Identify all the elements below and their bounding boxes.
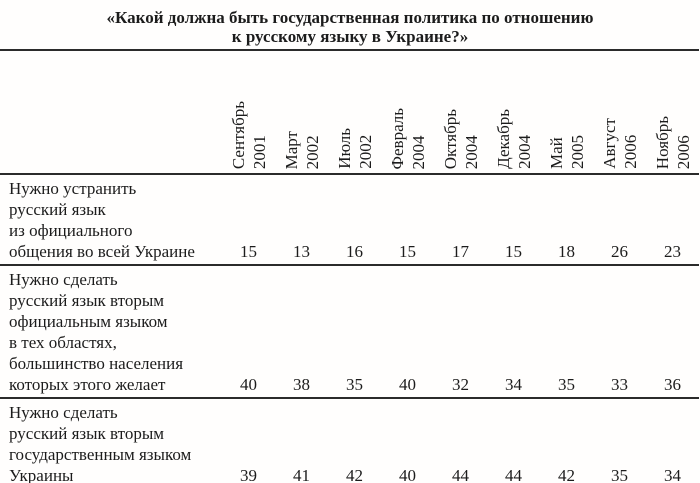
table-title: «Какой должна быть государственная полит… — [0, 0, 700, 46]
table-title-line-1: «Какой должна быть государственная полит… — [106, 8, 594, 27]
column-header-date: Сентябрь 2001 — [228, 101, 270, 169]
row-label-line: русский язык — [9, 200, 106, 219]
column-header-year: 2005 — [567, 135, 587, 169]
value-cell: 15 — [240, 242, 257, 261]
value-cell: 33 — [611, 375, 628, 394]
column-header-month: Ноябрь — [652, 115, 672, 169]
row-label-line: из официального — [9, 221, 133, 240]
value-cell: 18 — [558, 242, 575, 261]
column-header-month: Август — [599, 118, 619, 169]
column-header-month: Октябрь — [440, 108, 460, 169]
column-header-year: 2004 — [514, 135, 534, 169]
column-header: Ноябрь 2006 — [646, 49, 699, 175]
value-cell: 17 — [452, 242, 469, 261]
table-row: Нужно устранить русский язык из официаль… — [0, 174, 699, 265]
column-header: Август 2006 — [593, 49, 646, 175]
row-label-line: общения во всей Украине — [9, 242, 195, 261]
value-cell: 40 — [399, 466, 416, 483]
row-label-line: Нужно сделать — [9, 270, 118, 289]
value-cell: 15 — [505, 242, 522, 261]
value-cell: 41 — [293, 466, 310, 483]
column-header-date: Февраль 2004 — [387, 108, 429, 169]
row-label: Нужно сделать русский язык вторым госуда… — [0, 398, 222, 483]
header-row: Сентябрь 2001 Март 2002 Июль 2002 — [0, 49, 699, 175]
column-header-year: 2001 — [249, 135, 269, 169]
column-header-date: Март 2002 — [281, 131, 323, 169]
value-cell: 34 — [505, 375, 522, 394]
header-empty-cell — [0, 49, 222, 175]
column-header-month: Февраль — [387, 107, 407, 169]
row-label-line: в тех областях, — [9, 333, 117, 352]
row-label-line: которых этого желает — [9, 375, 166, 394]
value-cell: 42 — [346, 466, 363, 483]
value-cell: 35 — [346, 375, 363, 394]
value-cell: 16 — [346, 242, 363, 261]
column-header-year: 2004 — [461, 135, 481, 169]
column-header-year: 2006 — [673, 135, 693, 169]
column-header-year: 2004 — [408, 135, 428, 169]
column-header-date: Август 2006 — [599, 118, 641, 169]
column-header: Май 2005 — [540, 49, 593, 175]
column-header-date: Декабрь 2004 — [493, 109, 535, 169]
column-header-date: Июль 2002 — [334, 128, 376, 169]
value-cell: 39 — [240, 466, 257, 483]
value-cell: 13 — [293, 242, 310, 261]
value-cell: 35 — [558, 375, 575, 394]
row-label-line: Украины — [9, 466, 74, 483]
value-cell: 32 — [452, 375, 469, 394]
value-cell: 42 — [558, 466, 575, 483]
row-label-line: Нужно сделать — [9, 403, 118, 422]
row-label-line: государственным языком — [9, 445, 192, 464]
column-header-year: 2006 — [620, 135, 640, 169]
row-label: Нужно сделать русский язык вторым официа… — [0, 265, 222, 398]
table-row: Нужно сделать русский язык вторым госуда… — [0, 398, 699, 483]
column-header-month: Май — [546, 137, 566, 169]
column-header-month: Декабрь — [493, 109, 513, 169]
value-cell: 40 — [240, 375, 257, 394]
column-header: Июль 2002 — [328, 49, 381, 175]
column-header: Февраль 2004 — [381, 49, 434, 175]
row-label-line: большинство населения — [9, 354, 184, 373]
row-label-line: русский язык вторым — [9, 291, 165, 310]
column-header: Октябрь 2004 — [434, 49, 487, 175]
column-header-month: Июль — [334, 128, 354, 169]
column-header-month: Март — [281, 130, 301, 169]
value-cell: 38 — [293, 375, 310, 394]
value-cell: 15 — [399, 242, 416, 261]
value-cell: 26 — [611, 242, 628, 261]
value-cell: 35 — [611, 466, 628, 483]
value-cell: 44 — [452, 466, 469, 483]
column-header-date: Октябрь 2004 — [440, 109, 482, 169]
value-cell: 23 — [664, 242, 681, 261]
value-cell: 34 — [664, 466, 681, 483]
value-cell: 36 — [664, 375, 681, 394]
column-header-month: Сентябрь — [228, 100, 248, 169]
column-header-date: Май 2005 — [546, 135, 588, 169]
row-label-line: официальным языком — [9, 312, 168, 331]
column-header: Декабрь 2004 — [487, 49, 540, 175]
column-header: Март 2002 — [275, 49, 328, 175]
column-header-year: 2002 — [302, 135, 322, 169]
row-label-line: Нужно устранить — [9, 179, 137, 198]
column-header-date: Ноябрь 2006 — [652, 116, 694, 169]
table-row: Нужно сделать русский язык вторым официа… — [0, 265, 699, 398]
value-cell: 40 — [399, 375, 416, 394]
survey-table: Сентябрь 2001 Март 2002 Июль 2002 — [0, 49, 699, 483]
row-label: Нужно устранить русский язык из официаль… — [0, 174, 222, 265]
table-title-line-2: к русскому языку в Украине?» — [231, 27, 469, 46]
column-header-year: 2002 — [355, 135, 375, 169]
row-label-line: русский язык вторым — [9, 424, 165, 443]
column-header: Сентябрь 2001 — [222, 49, 275, 175]
value-cell: 44 — [505, 466, 522, 483]
